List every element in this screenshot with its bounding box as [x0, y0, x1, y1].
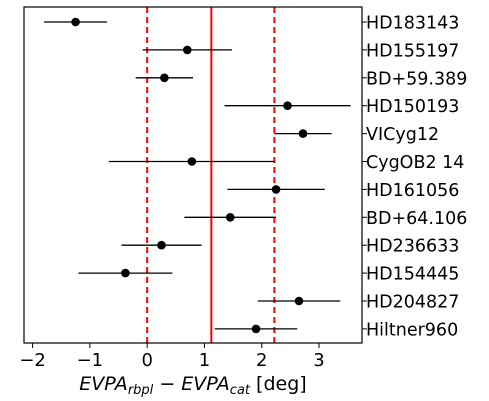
error-bars	[44, 21, 351, 330]
data-points	[71, 17, 308, 334]
data-point	[187, 157, 197, 166]
data-point	[251, 324, 261, 334]
x-tick-label: 3	[313, 350, 324, 371]
x-axis-label: EVPArbpl − EVPAcat [deg]	[79, 373, 306, 398]
y-tick-label: CygOB2 14	[366, 153, 464, 173]
y-tick-label: Hiltner960	[366, 320, 458, 340]
data-point	[157, 240, 166, 250]
data-point	[298, 129, 308, 138]
reference-lines	[146, 7, 276, 343]
x-tick-label: 1	[199, 350, 210, 371]
y-tick-label: HD150193	[366, 97, 459, 117]
data-point	[225, 213, 235, 222]
data-point	[271, 185, 281, 194]
y-tick-label: HD155197	[366, 41, 459, 61]
data-point	[121, 268, 130, 278]
y-tick-label: VICyg12	[366, 125, 439, 145]
y-axis-ticks: HD183143 HD155197 BD+59.389 HD150193 VICyg12…	[362, 14, 467, 340]
y-tick-label: HD204827	[366, 293, 459, 313]
data-point	[160, 73, 169, 83]
data-point	[182, 45, 192, 55]
y-tick-label: BD+64.106	[366, 209, 467, 229]
x-axis-ticks: −2 −1 0 1 2 3	[19, 343, 325, 371]
data-point	[71, 17, 80, 27]
plot-frame	[23, 6, 363, 344]
y-tick-label: HD236633	[366, 237, 459, 257]
y-tick-label: BD+59.389	[366, 69, 467, 89]
y-tick-label: HD154445	[366, 265, 459, 285]
x-tick-label: −2	[19, 350, 46, 371]
data-point	[294, 296, 304, 306]
x-tick-label: 2	[256, 350, 267, 371]
x-tick-label: 0	[141, 350, 152, 371]
data-point	[283, 101, 292, 110]
y-tick-label: HD183143	[366, 14, 459, 34]
x-tick-label: −1	[77, 350, 104, 371]
y-tick-label: HD161056	[366, 181, 459, 201]
